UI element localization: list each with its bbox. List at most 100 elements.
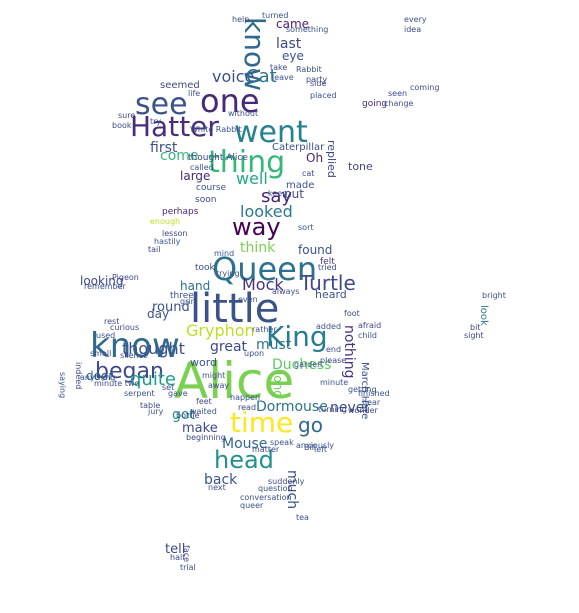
word-6: see xyxy=(135,87,188,122)
word-75: question xyxy=(258,484,293,493)
word-68: perhaps xyxy=(162,207,199,217)
word-44: came xyxy=(276,17,309,31)
word-83: curious xyxy=(110,323,139,332)
word-123: face xyxy=(182,545,191,562)
word-70: hastily xyxy=(154,237,181,246)
word-140: waited xyxy=(190,407,217,416)
word-12: began xyxy=(95,359,164,384)
word-74: going xyxy=(362,99,387,109)
word-79: beginning xyxy=(186,433,226,442)
word-32: great xyxy=(210,339,248,355)
word-9: King xyxy=(266,320,328,353)
word-156: mind xyxy=(214,249,234,258)
word-73: called xyxy=(190,163,214,172)
word-92: anything xyxy=(80,373,115,382)
word-2: know xyxy=(90,326,180,366)
word-46: round xyxy=(152,300,190,315)
word-27: say xyxy=(261,186,292,207)
word-94: even xyxy=(238,295,258,304)
word-80: garden xyxy=(294,360,322,369)
word-106: Rabbit xyxy=(296,65,322,74)
word-143: rest xyxy=(104,317,119,326)
word-52: put xyxy=(284,187,304,201)
word-138: trying xyxy=(216,269,240,278)
word-43: eye xyxy=(282,49,304,63)
word-133: help xyxy=(232,15,249,24)
word-88: speak xyxy=(270,438,294,447)
word-48: tell xyxy=(165,542,185,557)
word-95: away xyxy=(208,381,229,390)
word-67: course xyxy=(196,183,227,193)
word-142: anxiously xyxy=(296,441,334,450)
word-28: go xyxy=(298,413,323,437)
word-16: Mock xyxy=(242,275,284,294)
word-81: upon xyxy=(244,349,264,358)
word-145: book xyxy=(112,121,132,130)
word-137: matter xyxy=(252,445,280,454)
word-130: change xyxy=(384,99,414,108)
word-103: take xyxy=(270,63,287,72)
word-66: soon xyxy=(195,195,216,205)
word-31: must xyxy=(256,337,292,353)
word-135: keep xyxy=(268,189,287,198)
word-20: Duchess xyxy=(272,357,331,373)
word-102: every xyxy=(404,15,427,24)
word-61: word xyxy=(190,356,217,369)
word-149: cat xyxy=(302,169,314,178)
word-122: trial xyxy=(180,563,196,572)
word-39: large xyxy=(180,169,210,183)
word-115: silence xyxy=(120,351,148,360)
word-36: first xyxy=(150,140,178,156)
word-151: turning xyxy=(318,405,347,414)
word-109: sure xyxy=(118,111,135,120)
word-35: make xyxy=(182,421,218,436)
word-41: found xyxy=(298,243,332,257)
word-22: Mouse xyxy=(222,436,267,452)
word-13: head xyxy=(214,446,274,474)
word-117: minute two xyxy=(94,379,139,388)
word-42: last xyxy=(276,36,302,52)
word-141: always xyxy=(272,287,299,296)
word-154: grin xyxy=(180,297,196,306)
word-1: little xyxy=(190,286,279,332)
word-38: well xyxy=(236,169,268,188)
word-84: added xyxy=(316,322,341,331)
word-63: took xyxy=(195,263,216,273)
word-21: Dormouse xyxy=(256,399,328,415)
word-65: three xyxy=(170,291,194,301)
word-14: way xyxy=(232,213,281,241)
word-51: Oh xyxy=(306,151,323,165)
word-71: White Rabbit xyxy=(190,125,242,134)
word-33: got xyxy=(172,407,195,423)
word-160: queer xyxy=(240,501,264,510)
word-97: tried xyxy=(318,263,337,272)
word-54: tone xyxy=(348,160,373,173)
word-126: getting xyxy=(348,385,377,394)
word-89: feet xyxy=(196,397,212,406)
word-60: replied xyxy=(325,140,338,178)
word-30: nothing xyxy=(341,325,357,378)
word-0: Alice xyxy=(174,352,294,410)
word-113: Pigeon xyxy=(112,273,139,282)
word-120: jury xyxy=(147,407,164,416)
word-56: March Hare xyxy=(359,362,370,419)
word-129: seen xyxy=(388,89,407,98)
word-100: turned xyxy=(262,11,288,20)
word-4: one xyxy=(200,82,260,120)
word-49: door xyxy=(86,369,113,383)
word-45: looking xyxy=(80,274,124,288)
word-146: placed xyxy=(310,91,337,100)
word-82: rather xyxy=(252,325,277,334)
word-90: gave xyxy=(168,389,188,398)
word-8: Hatter xyxy=(130,110,219,143)
word-150: left xyxy=(314,445,327,454)
word-132: something xyxy=(286,25,328,34)
word-93: indeed xyxy=(74,362,83,389)
word-134: life xyxy=(188,89,200,98)
word-5: went xyxy=(234,115,308,150)
word-17: Gryphon xyxy=(186,321,255,340)
word-99: bit xyxy=(470,323,480,332)
word-104: leave xyxy=(272,73,294,82)
word-26: much xyxy=(284,470,300,509)
